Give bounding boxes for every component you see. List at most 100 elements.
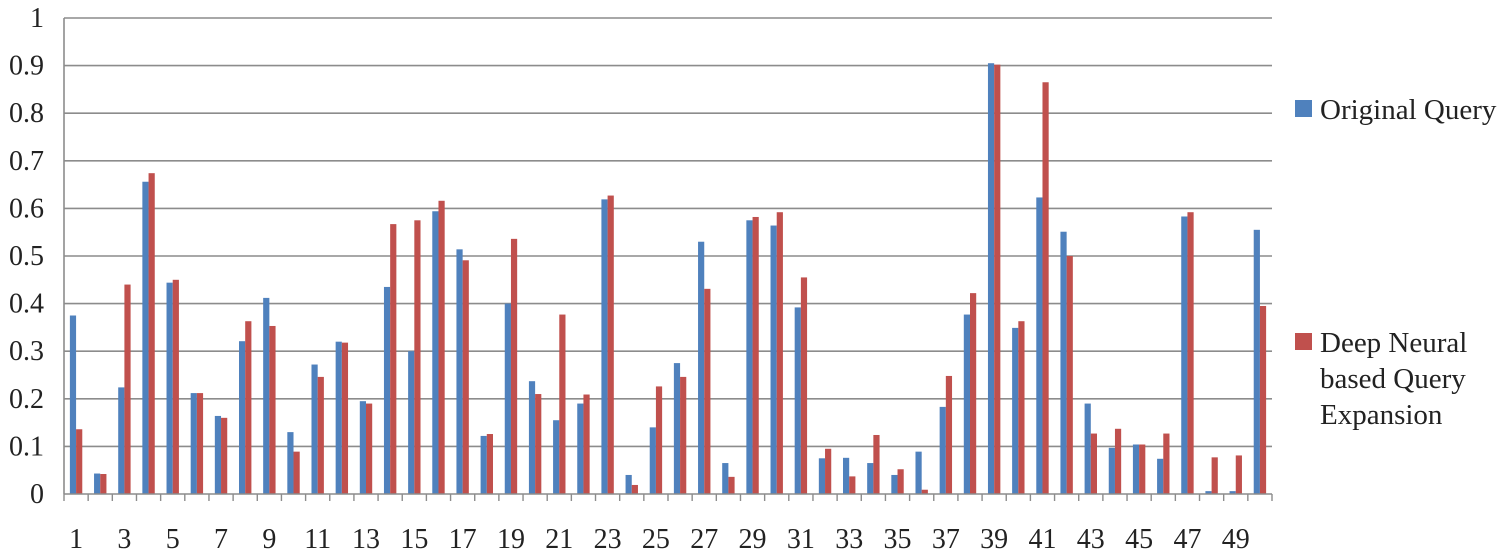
bar-original-query — [794, 307, 801, 494]
x-tick-label: 19 — [497, 524, 525, 555]
x-tick-label: 45 — [1125, 524, 1153, 555]
bar-deep-neural-query-expansion — [1114, 428, 1122, 494]
bar-original-query — [214, 415, 222, 494]
y-tick-label: 0.6 — [9, 193, 44, 224]
bar-original-query — [698, 241, 705, 494]
bar-deep-neural-query-expansion — [800, 277, 808, 494]
y-tick-label: 1 — [30, 3, 44, 34]
bar-deep-neural-query-expansion — [76, 429, 83, 494]
bar-deep-neural-query-expansion — [390, 224, 397, 495]
bar-original-query — [432, 211, 439, 494]
legend-swatch-original-query — [1295, 100, 1312, 117]
bar-original-query — [770, 225, 777, 495]
bar-deep-neural-query-expansion — [124, 284, 131, 494]
bar-original-query — [673, 363, 681, 494]
bar-deep-neural-query-expansion — [921, 489, 928, 494]
bar-original-query — [649, 427, 656, 494]
bar-original-query — [1157, 458, 1164, 494]
bar-original-query — [1132, 444, 1140, 494]
x-tick-label: 5 — [166, 524, 180, 555]
bar-original-query — [383, 286, 391, 494]
bar-original-query — [963, 314, 970, 494]
bar-deep-neural-query-expansion — [1235, 455, 1242, 494]
bar-deep-neural-query-expansion — [728, 476, 735, 494]
y-tick-label: 0.1 — [9, 431, 44, 462]
bar-original-query — [263, 297, 270, 494]
bar-deep-neural-query-expansion — [559, 314, 566, 494]
x-tick-label: 3 — [117, 524, 131, 555]
y-tick-label: 0.2 — [9, 384, 44, 415]
x-tick-label: 1 — [69, 524, 83, 555]
bar-deep-neural-query-expansion — [1090, 433, 1097, 494]
x-tick-label: 23 — [594, 524, 622, 555]
bar-deep-neural-query-expansion — [655, 386, 663, 494]
bar-deep-neural-query-expansion — [1163, 433, 1170, 494]
bar-original-query — [577, 403, 584, 494]
y-tick-label: 0.8 — [9, 98, 44, 129]
bar-series — [69, 63, 1267, 495]
bar-original-query — [843, 457, 850, 494]
bar-original-query — [1084, 403, 1091, 494]
bar-deep-neural-query-expansion — [631, 484, 638, 494]
bar-deep-neural-query-expansion — [752, 216, 759, 494]
x-tick-label: 35 — [884, 524, 912, 555]
x-tick-label: 27 — [690, 524, 718, 555]
bar-original-query — [1036, 197, 1043, 494]
bar-deep-neural-query-expansion — [1018, 321, 1025, 494]
bar-original-query — [359, 401, 366, 494]
bar-original-query — [239, 341, 246, 494]
x-axis-tick-labels: 1 3 5 7 9 11 13 15 17 19 21 23 25 27 29 31 33 35 37 39 41 43 4… — [69, 524, 1250, 555]
x-tick-label: 11 — [304, 524, 331, 555]
legend-label-deep-neural: Deep Neural based Query Expansion — [1320, 327, 1468, 431]
x-tick-label: 29 — [739, 524, 767, 555]
bar-deep-neural-query-expansion — [366, 403, 373, 494]
bar-deep-neural-query-expansion — [680, 376, 687, 494]
x-tick-label: 43 — [1077, 524, 1105, 555]
bar-deep-neural-query-expansion — [100, 474, 107, 494]
bar-deep-neural-query-expansion — [1042, 82, 1049, 494]
bar-deep-neural-query-expansion — [510, 238, 518, 494]
bar-original-query — [939, 406, 946, 494]
bar-deep-neural-query-expansion — [148, 173, 155, 494]
bar-original-query — [867, 463, 874, 494]
bar-original-query — [190, 393, 197, 494]
bar-deep-neural-query-expansion — [873, 434, 880, 494]
bar-original-query — [915, 451, 922, 494]
bar-original-query — [456, 249, 463, 494]
bar-original-query — [601, 199, 608, 495]
x-tick-label: 39 — [980, 524, 1008, 555]
bar-deep-neural-query-expansion — [1066, 256, 1073, 494]
x-tick-label: 21 — [545, 524, 573, 555]
chart-legend: Original Query Deep Neural based Query E… — [1295, 0, 1500, 556]
y-tick-label: 0 — [30, 479, 44, 510]
x-tick-label: 47 — [1173, 524, 1201, 555]
x-tick-label: 31 — [787, 524, 815, 555]
bar-original-query — [311, 364, 318, 494]
bar-original-query — [528, 381, 536, 494]
bar-original-query — [553, 420, 560, 494]
legend-item-original-query: Original Query — [1295, 92, 1500, 128]
legend-item-deep-neural: Deep Neural based Query Expansion — [1295, 325, 1500, 433]
bar-deep-neural-query-expansion — [607, 195, 614, 495]
bar-original-query — [1205, 491, 1212, 494]
x-tick-label: 9 — [262, 524, 276, 555]
bar-original-query — [722, 463, 729, 494]
y-tick-label: 0.4 — [9, 289, 44, 320]
y-tick-label: 0.3 — [9, 336, 44, 367]
bar-original-query — [1229, 491, 1236, 494]
bar-original-query — [1253, 229, 1260, 494]
bar-original-query — [142, 181, 149, 495]
bar-deep-neural-query-expansion — [245, 321, 252, 494]
bar-original-query — [746, 220, 753, 495]
bar-deep-neural-query-expansion — [1187, 212, 1194, 494]
bar-original-query — [987, 63, 995, 494]
bar-deep-neural-query-expansion — [317, 376, 324, 494]
bar-deep-neural-query-expansion — [196, 393, 204, 494]
x-tick-label: 25 — [642, 524, 670, 555]
bar-deep-neural-query-expansion — [970, 293, 977, 494]
x-tick-label: 15 — [400, 524, 428, 555]
bar-deep-neural-query-expansion — [897, 469, 904, 494]
bar-original-query — [69, 315, 77, 494]
bar-original-query — [166, 282, 173, 494]
bar-original-query — [408, 351, 415, 494]
